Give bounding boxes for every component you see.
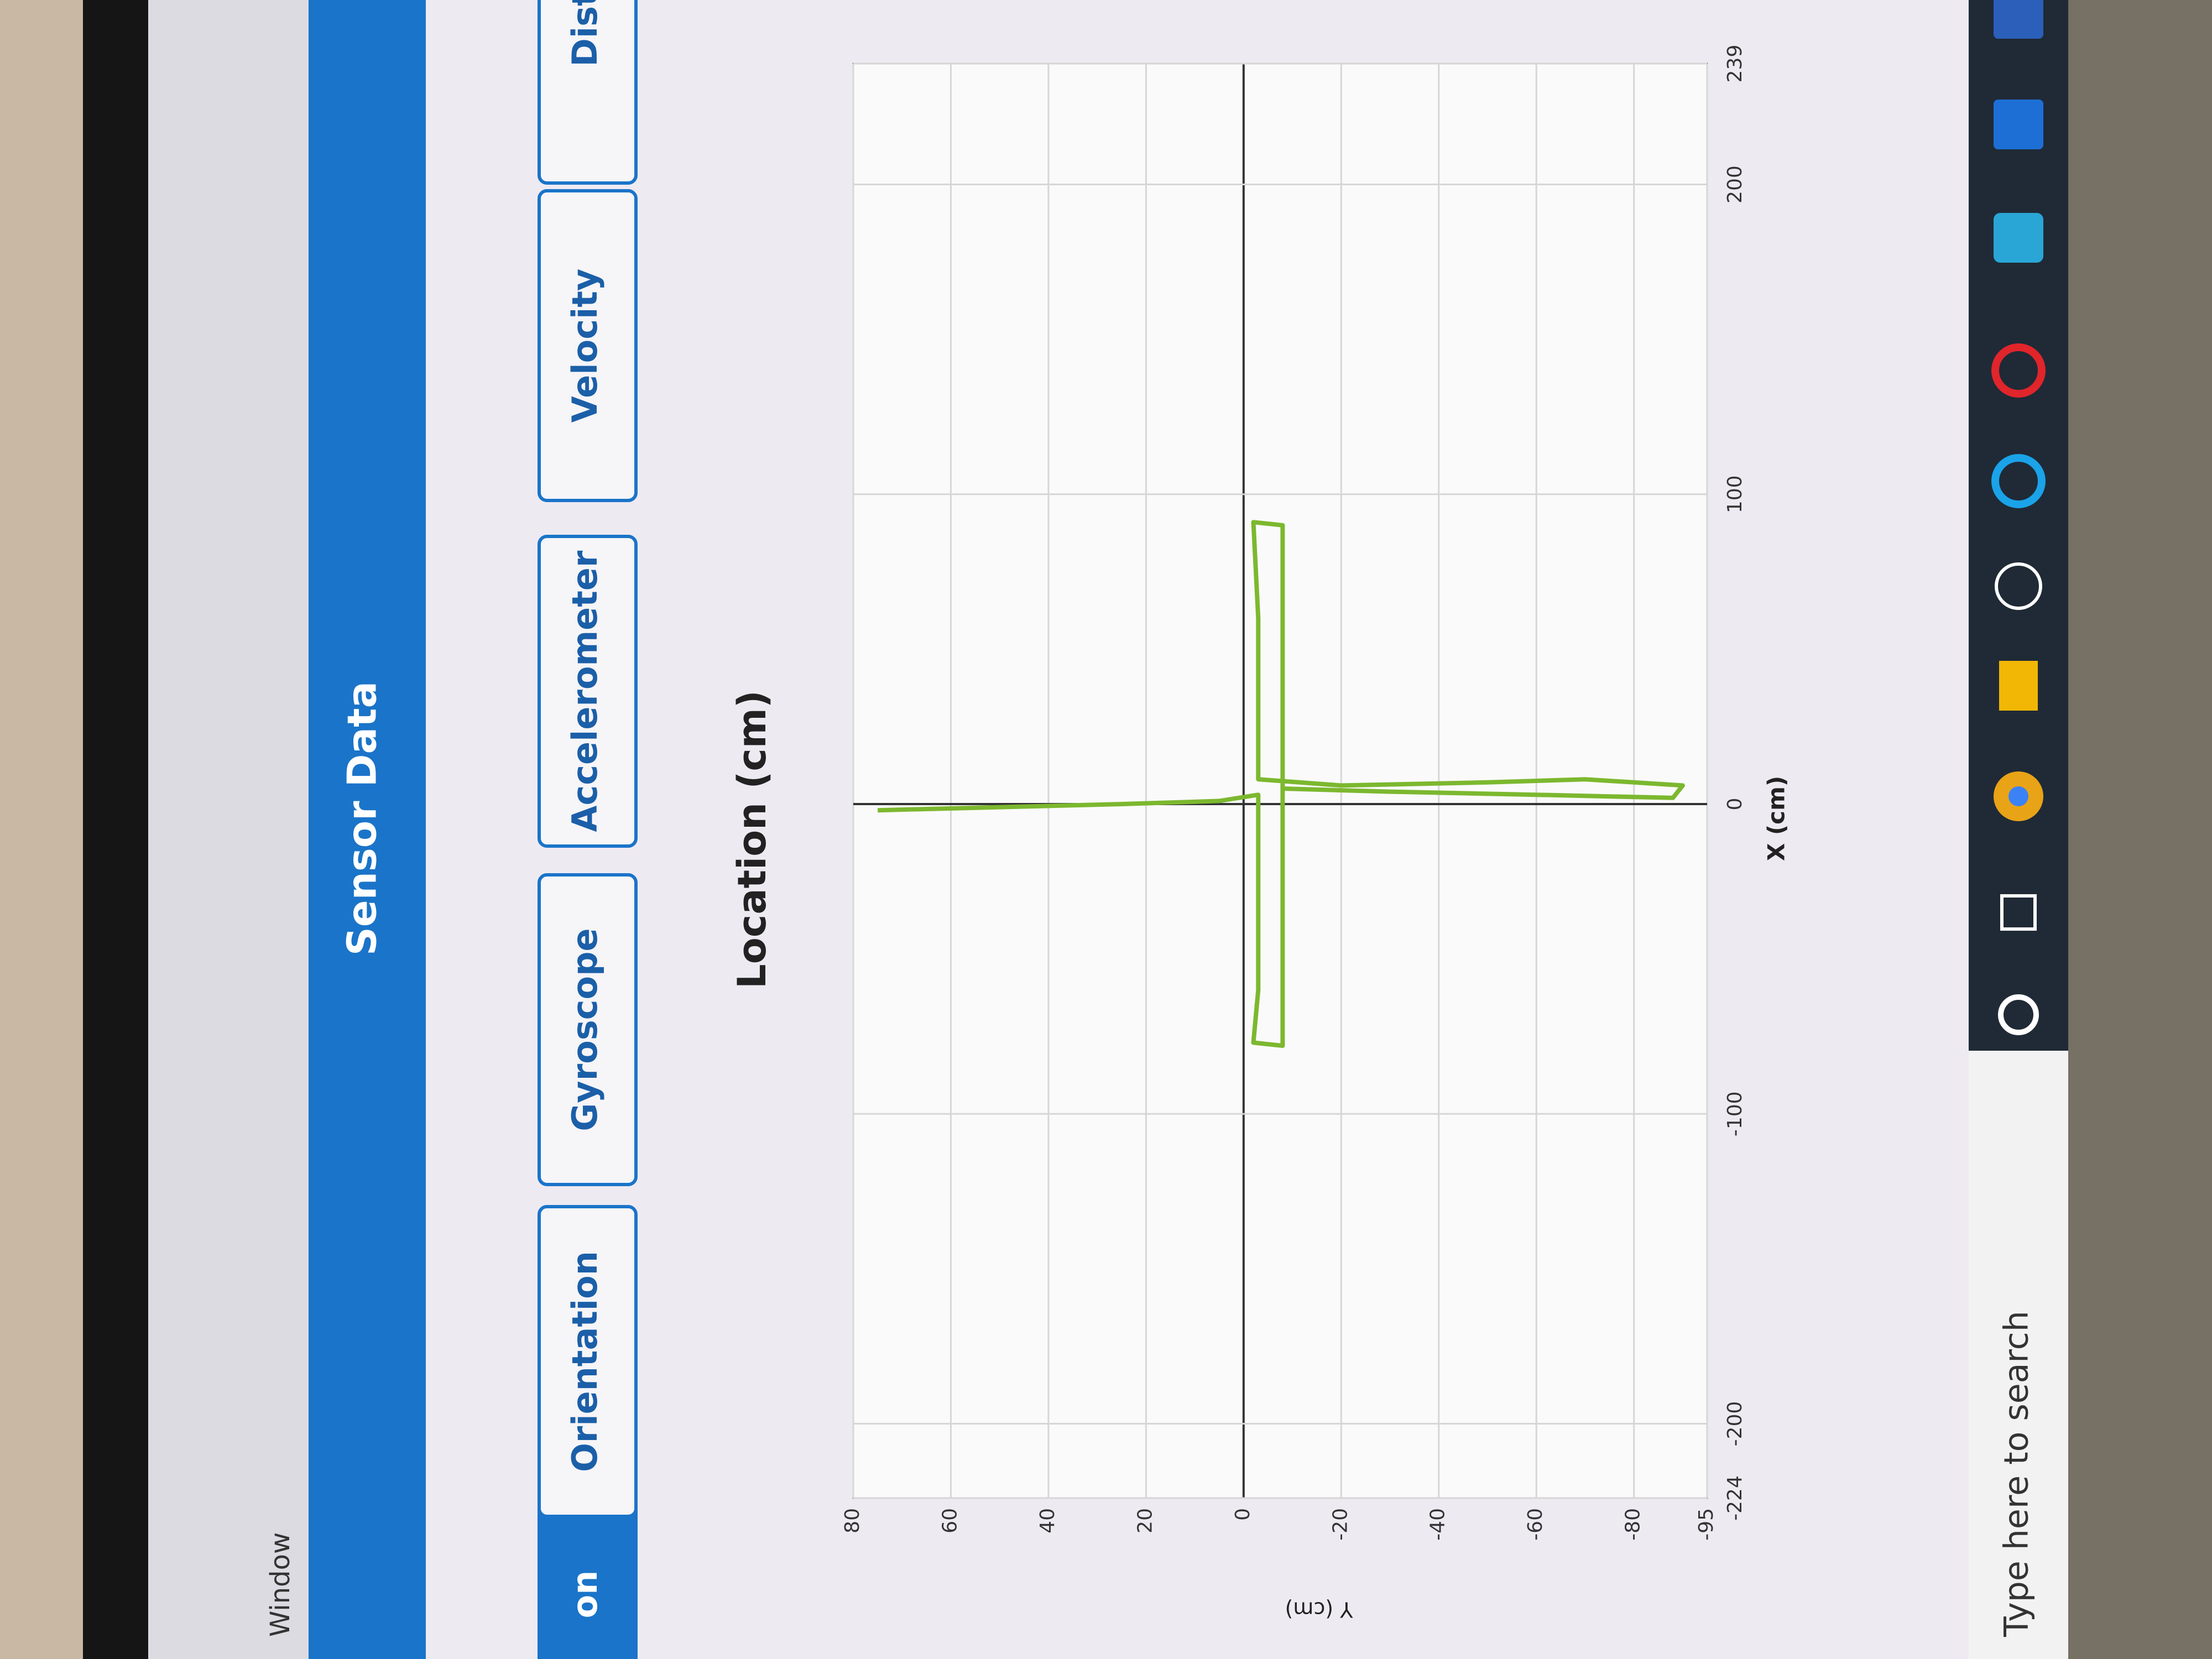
tab-label[interactable]: Orientation (565, 1251, 605, 1472)
chart-title: Location (cm) (729, 690, 775, 989)
tab-label[interactable]: Velocity (565, 269, 605, 423)
plot: -95-80-60-40-20020406080-224-200-1000100… (841, 45, 1746, 1541)
y-tick-label: 80 (841, 1508, 864, 1533)
tab-label[interactable]: Dist (565, 0, 605, 67)
tab-label[interactable]: Gyroscope (565, 928, 605, 1131)
app-icon[interactable] (1991, 454, 2046, 508)
tab-bar: on Orientation Gyroscope Accelerometer Veloc… (538, 0, 638, 1659)
y-tick-label: -40 (1427, 1508, 1449, 1541)
data-line (877, 520, 1685, 1048)
header-bar (309, 0, 426, 1659)
y-tick-label: 20 (1134, 1508, 1156, 1533)
x-tick-label: -224 (1724, 1475, 1746, 1521)
sensor-app-icon[interactable] (1994, 213, 2043, 263)
x-tick-label: -200 (1724, 1401, 1746, 1447)
search-placeholder[interactable]: Type here to search (1997, 1311, 2036, 1637)
photos-icon[interactable] (1994, 100, 2043, 149)
y-tick-label: -95 (1695, 1508, 1718, 1541)
x-tick-label: 239 (1724, 45, 1746, 83)
tab-label[interactable]: on (565, 1571, 605, 1619)
dell-icon[interactable] (1995, 562, 2042, 610)
word-icon[interactable] (1994, 0, 2043, 39)
task-view-icon[interactable] (2000, 894, 2037, 931)
x-tick-label: 200 (1724, 165, 1746, 204)
tab[interactable] (538, 0, 638, 185)
tab-label[interactable]: Accelerometer (565, 550, 605, 832)
search-box[interactable] (1969, 1051, 2068, 1659)
y-tick-label: 60 (938, 1508, 961, 1533)
y-tick-label: 40 (1036, 1508, 1059, 1533)
y-tick-label: -20 (1329, 1508, 1352, 1541)
window-title: Window (265, 1532, 296, 1637)
tab[interactable] (538, 1205, 638, 1518)
x-axis-title: X (cm) (1763, 776, 1790, 861)
tab[interactable] (538, 873, 638, 1186)
x-tick-label: 0 (1724, 798, 1746, 811)
cortana-icon[interactable] (1998, 994, 2039, 1035)
bezel (83, 0, 148, 1659)
folder-icon[interactable] (1999, 661, 2038, 711)
tab[interactable] (538, 535, 638, 848)
x-tick-label: -100 (1724, 1091, 1746, 1136)
desk (2068, 0, 2212, 1659)
wall (0, 0, 83, 1659)
y-axis-title: Y (cm) (1285, 1598, 1354, 1622)
chrome-icon-center (2008, 786, 2028, 806)
tab[interactable] (538, 189, 638, 502)
header-title: Sensor Data (339, 681, 385, 956)
x-tick-label: 100 (1724, 475, 1746, 513)
title-bar (148, 0, 309, 1659)
opera-icon[interactable] (1991, 343, 2046, 398)
y-tick-label: 0 (1232, 1508, 1254, 1521)
y-tick-label: -60 (1524, 1508, 1547, 1541)
y-tick-label: -80 (1622, 1508, 1645, 1541)
